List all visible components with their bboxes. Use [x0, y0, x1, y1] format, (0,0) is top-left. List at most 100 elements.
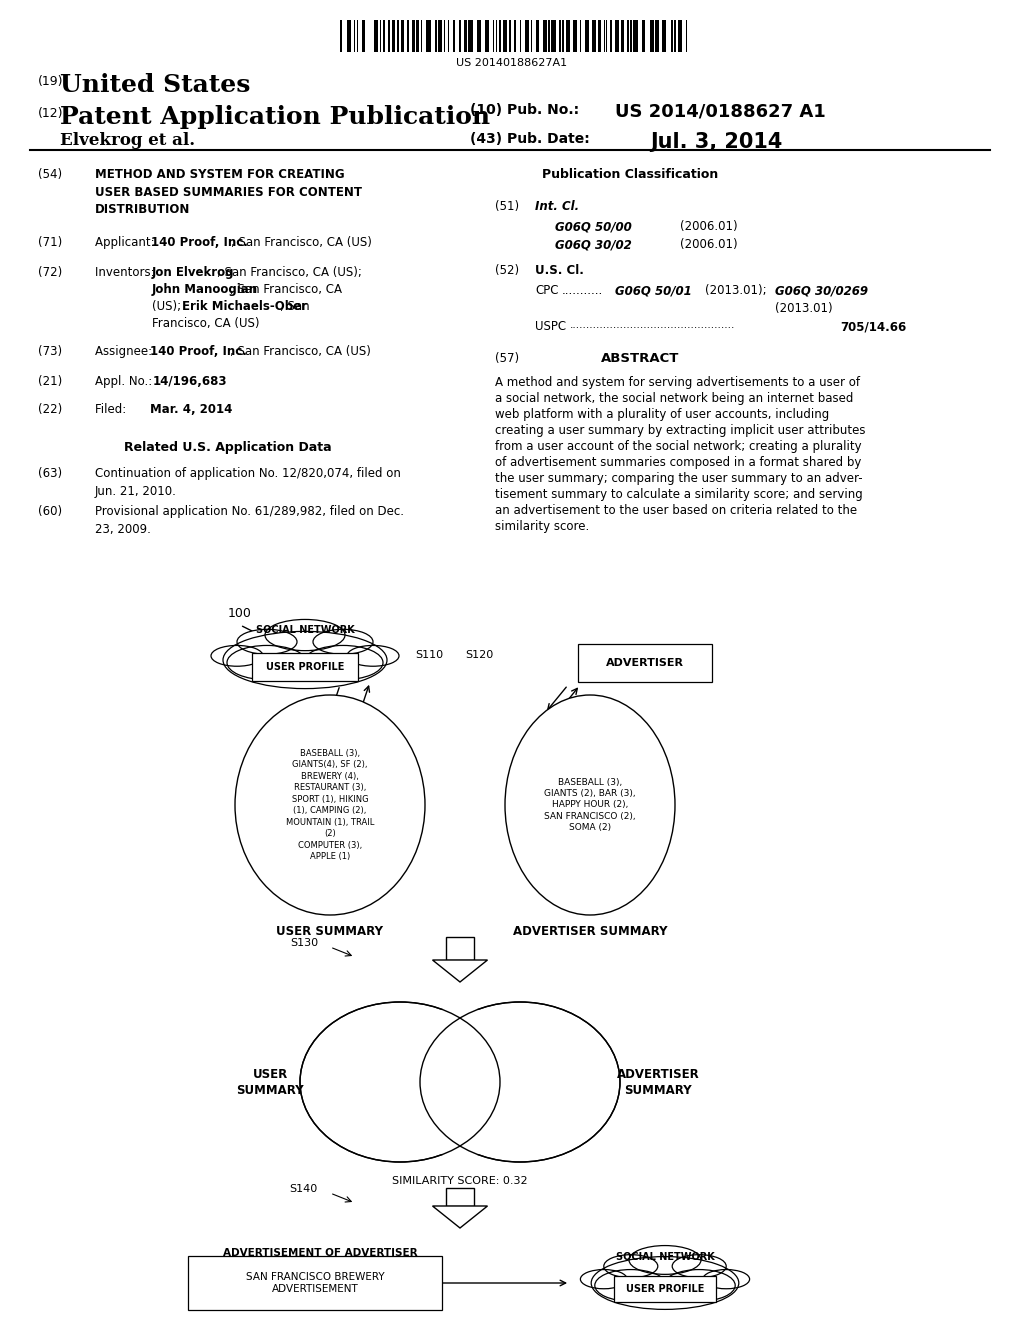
Text: tisement summary to calculate a similarity score; and serving: tisement summary to calculate a similari… — [495, 488, 863, 502]
Bar — [355, 20, 356, 51]
Bar — [536, 20, 540, 51]
Text: , San: , San — [280, 300, 309, 313]
Bar — [380, 20, 381, 51]
Text: (71): (71) — [38, 236, 62, 249]
Text: , San Francisco, CA (US);: , San Francisco, CA (US); — [217, 267, 361, 279]
Bar — [645, 20, 649, 51]
Ellipse shape — [595, 1270, 667, 1302]
Text: SAN FRANCISCO BREWERY
ADVERTISEMENT: SAN FRANCISCO BREWERY ADVERTISEMENT — [246, 1271, 384, 1294]
Text: Jul. 3, 2014: Jul. 3, 2014 — [650, 132, 782, 152]
Text: , San Francisco, CA (US): , San Francisco, CA (US) — [231, 236, 372, 249]
Bar — [350, 20, 353, 51]
Bar — [687, 20, 690, 51]
Bar — [499, 20, 501, 51]
Text: , San Francisco, CA: , San Francisco, CA — [230, 282, 342, 296]
Text: from a user account of the social network; creating a plurality: from a user account of the social networ… — [495, 440, 861, 453]
Bar — [620, 20, 622, 51]
Text: Provisional application No. 61/289,982, filed on Dec.
23, 2009.: Provisional application No. 61/289,982, … — [95, 506, 404, 536]
Text: Publication Classification: Publication Classification — [542, 168, 718, 181]
Bar — [596, 20, 598, 51]
Bar — [610, 20, 612, 51]
Bar — [509, 20, 511, 51]
Text: USER PROFILE: USER PROFILE — [266, 663, 344, 672]
Bar — [422, 20, 426, 51]
Ellipse shape — [418, 1002, 502, 1162]
Text: CPC: CPC — [535, 284, 558, 297]
Text: ADVERTISER: ADVERTISER — [606, 657, 684, 668]
Bar — [607, 20, 610, 51]
Text: Int. Cl.: Int. Cl. — [535, 201, 580, 213]
Bar — [580, 20, 582, 51]
Ellipse shape — [300, 1002, 500, 1162]
Text: ADVERTISEMENT OF ADVERTISER: ADVERTISEMENT OF ADVERTISER — [222, 1247, 418, 1258]
Bar — [374, 20, 378, 51]
Text: (2013.01);: (2013.01); — [705, 284, 767, 297]
Text: US 20140188627A1: US 20140188627A1 — [457, 58, 567, 69]
Bar — [409, 20, 412, 51]
Bar — [550, 20, 551, 51]
Text: creating a user summary by extracting implicit user attributes: creating a user summary by extracting im… — [495, 424, 865, 437]
Text: 140 Proof, Inc.: 140 Proof, Inc. — [151, 236, 248, 249]
Ellipse shape — [629, 1246, 701, 1274]
Text: Elvekrog et al.: Elvekrog et al. — [60, 132, 196, 149]
Text: web platform with a plurality of user accounts, including: web platform with a plurality of user ac… — [495, 408, 829, 421]
Bar — [488, 20, 494, 51]
Ellipse shape — [581, 1270, 627, 1288]
Text: (19): (19) — [38, 75, 63, 88]
Text: (54): (54) — [38, 168, 62, 181]
Text: (2006.01): (2006.01) — [680, 238, 737, 251]
Bar — [515, 20, 519, 51]
Bar — [559, 20, 561, 51]
Ellipse shape — [223, 631, 387, 689]
Bar — [547, 20, 548, 51]
Bar — [569, 20, 573, 51]
Bar — [347, 20, 350, 51]
Bar — [497, 20, 499, 51]
FancyBboxPatch shape — [252, 653, 358, 681]
Ellipse shape — [265, 619, 345, 651]
Text: (2013.01): (2013.01) — [775, 302, 833, 315]
Text: an advertisement to the user based on criteria related to the: an advertisement to the user based on cr… — [495, 504, 857, 517]
Bar — [630, 20, 632, 51]
Ellipse shape — [604, 1255, 657, 1278]
Bar — [403, 20, 408, 51]
Text: Francisco, CA (US): Francisco, CA (US) — [152, 317, 259, 330]
Bar — [624, 20, 628, 51]
Bar — [655, 20, 659, 51]
Text: S140: S140 — [290, 1184, 318, 1195]
Bar — [437, 20, 438, 51]
Bar — [446, 1188, 474, 1206]
Text: .................................................: ........................................… — [570, 319, 735, 330]
Text: (22): (22) — [38, 403, 62, 416]
Ellipse shape — [591, 1257, 738, 1309]
Bar — [682, 20, 686, 51]
Text: ...........: ........... — [562, 284, 603, 297]
Bar — [446, 937, 474, 960]
Bar — [529, 20, 530, 51]
Bar — [659, 20, 663, 51]
Bar — [381, 20, 383, 51]
Bar — [419, 20, 421, 51]
Bar — [388, 20, 390, 51]
Bar — [342, 20, 347, 51]
Bar — [495, 20, 496, 51]
Text: , San Francisco, CA (US): , San Francisco, CA (US) — [230, 345, 371, 358]
Text: SOCIAL NETWORK: SOCIAL NETWORK — [615, 1251, 715, 1262]
Text: 140 Proof, Inc.: 140 Proof, Inc. — [150, 345, 247, 358]
Bar — [476, 20, 481, 51]
Bar — [390, 20, 392, 51]
Bar — [556, 20, 559, 51]
Bar — [671, 20, 673, 51]
Text: METHOD AND SYSTEM FOR CREATING
USER BASED SUMMARIES FOR CONTENT
DISTRIBUTION: METHOD AND SYSTEM FOR CREATING USER BASE… — [95, 168, 362, 216]
Polygon shape — [432, 960, 487, 982]
Bar — [564, 20, 566, 51]
Bar — [573, 20, 578, 51]
Text: (2006.01): (2006.01) — [680, 220, 737, 234]
Text: S130: S130 — [290, 939, 318, 948]
Bar — [468, 20, 473, 51]
Text: Continuation of application No. 12/820,074, filed on
Jun. 21, 2010.: Continuation of application No. 12/820,0… — [95, 467, 400, 498]
Text: similarity score.: similarity score. — [495, 520, 589, 533]
Ellipse shape — [672, 1255, 726, 1278]
Bar — [642, 20, 645, 51]
Bar — [514, 20, 515, 51]
